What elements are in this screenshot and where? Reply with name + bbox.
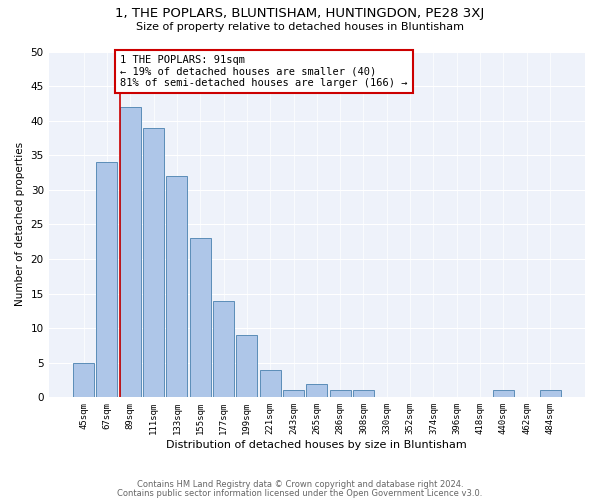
Bar <box>143 128 164 398</box>
Bar <box>97 162 118 398</box>
Bar <box>236 335 257 398</box>
Y-axis label: Number of detached properties: Number of detached properties <box>15 142 25 306</box>
X-axis label: Distribution of detached houses by size in Bluntisham: Distribution of detached houses by size … <box>166 440 467 450</box>
Text: Contains HM Land Registry data © Crown copyright and database right 2024.: Contains HM Land Registry data © Crown c… <box>137 480 463 489</box>
Bar <box>260 370 281 398</box>
Bar <box>493 390 514 398</box>
Bar <box>190 238 211 398</box>
Bar <box>213 300 234 398</box>
Bar <box>166 176 187 398</box>
Text: 1 THE POPLARS: 91sqm
← 19% of detached houses are smaller (40)
81% of semi-detac: 1 THE POPLARS: 91sqm ← 19% of detached h… <box>121 55 408 88</box>
Bar <box>329 390 350 398</box>
Text: Contains public sector information licensed under the Open Government Licence v3: Contains public sector information licen… <box>118 488 482 498</box>
Text: Size of property relative to detached houses in Bluntisham: Size of property relative to detached ho… <box>136 22 464 32</box>
Bar <box>539 390 560 398</box>
Bar <box>283 390 304 398</box>
Bar <box>307 384 328 398</box>
Bar <box>120 107 140 398</box>
Bar <box>73 363 94 398</box>
Bar <box>353 390 374 398</box>
Text: 1, THE POPLARS, BLUNTISHAM, HUNTINGDON, PE28 3XJ: 1, THE POPLARS, BLUNTISHAM, HUNTINGDON, … <box>115 8 485 20</box>
